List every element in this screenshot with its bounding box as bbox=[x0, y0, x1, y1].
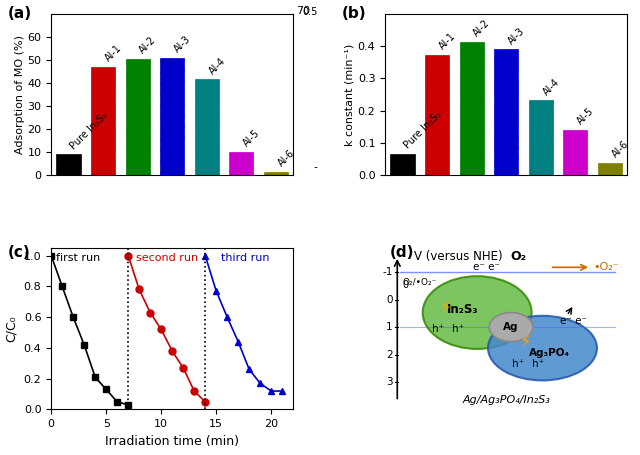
second run bbox=[147, 310, 154, 315]
second run bbox=[179, 365, 187, 371]
Text: 70: 70 bbox=[296, 5, 310, 15]
Text: first run: first run bbox=[56, 253, 100, 263]
first run bbox=[102, 387, 110, 392]
Text: -1: -1 bbox=[382, 267, 392, 277]
Text: 0: 0 bbox=[402, 280, 408, 290]
Text: h⁺: h⁺ bbox=[512, 359, 524, 369]
Text: Al-4: Al-4 bbox=[541, 76, 561, 97]
Bar bbox=[529, 100, 553, 175]
Y-axis label: Adsorption of MO (%): Adsorption of MO (%) bbox=[15, 35, 24, 154]
Text: Al-3: Al-3 bbox=[506, 25, 527, 46]
third run bbox=[245, 367, 253, 372]
Line: third run: third run bbox=[202, 252, 285, 394]
Text: Al-6: Al-6 bbox=[276, 148, 296, 168]
Y-axis label: k constant (min⁻¹): k constant (min⁻¹) bbox=[345, 43, 355, 146]
Bar bbox=[91, 67, 115, 175]
Text: O₂/•O₂⁻: O₂/•O₂⁻ bbox=[402, 277, 436, 286]
Bar bbox=[425, 55, 449, 175]
Text: h⁺: h⁺ bbox=[433, 324, 445, 334]
Bar bbox=[229, 152, 253, 175]
second run bbox=[168, 348, 176, 354]
Text: O₂: O₂ bbox=[510, 249, 526, 263]
Text: ⚡: ⚡ bbox=[440, 299, 451, 317]
Text: Al-3: Al-3 bbox=[172, 34, 193, 54]
Text: Al-2: Al-2 bbox=[138, 35, 158, 55]
Text: third run: third run bbox=[221, 253, 269, 263]
Text: 1: 1 bbox=[386, 322, 392, 332]
Text: Al-1: Al-1 bbox=[103, 43, 124, 63]
second run bbox=[124, 253, 132, 258]
Text: Al-2: Al-2 bbox=[472, 18, 492, 39]
third run bbox=[278, 388, 286, 394]
Text: (b): (b) bbox=[342, 5, 366, 20]
Circle shape bbox=[489, 313, 533, 342]
Text: Al-5: Al-5 bbox=[241, 128, 262, 149]
Text: (d): (d) bbox=[390, 245, 415, 260]
Bar bbox=[460, 42, 484, 175]
Text: e⁻ e⁻: e⁻ e⁻ bbox=[561, 316, 588, 326]
Text: -: - bbox=[314, 162, 317, 172]
Text: Al-6: Al-6 bbox=[610, 139, 630, 160]
first run bbox=[81, 342, 88, 348]
third run bbox=[212, 288, 220, 294]
Text: 0.5: 0.5 bbox=[302, 7, 317, 17]
Text: In₂S₃: In₂S₃ bbox=[447, 303, 478, 316]
Text: V (versus NHE): V (versus NHE) bbox=[414, 249, 503, 263]
third run bbox=[257, 381, 264, 386]
first run bbox=[58, 283, 66, 289]
Bar bbox=[390, 154, 415, 175]
Text: second run: second run bbox=[136, 253, 198, 263]
third run bbox=[268, 388, 275, 394]
Text: Pure In₂S₃: Pure In₂S₃ bbox=[68, 110, 109, 151]
Ellipse shape bbox=[422, 276, 532, 349]
Bar bbox=[125, 59, 150, 175]
Bar bbox=[494, 49, 518, 175]
Text: e⁻ e⁻: e⁻ e⁻ bbox=[474, 263, 500, 272]
first run bbox=[47, 253, 55, 258]
Bar bbox=[264, 172, 288, 175]
Text: h⁺: h⁺ bbox=[452, 324, 464, 334]
second run bbox=[136, 287, 143, 292]
Text: Ag₃PO₄: Ag₃PO₄ bbox=[529, 348, 570, 358]
Bar bbox=[598, 163, 622, 175]
Text: Ag/Ag₃PO₄/In₂S₃: Ag/Ag₃PO₄/In₂S₃ bbox=[462, 394, 550, 404]
Text: Pure In₂S₃: Pure In₂S₃ bbox=[403, 109, 444, 150]
first run bbox=[92, 374, 99, 380]
Text: (a): (a) bbox=[8, 5, 32, 20]
Line: second run: second run bbox=[125, 252, 209, 405]
third run bbox=[223, 314, 231, 320]
Text: (c): (c) bbox=[8, 245, 30, 260]
Text: Ag: Ag bbox=[503, 322, 519, 332]
Bar bbox=[195, 80, 219, 175]
Text: ⚡: ⚡ bbox=[520, 333, 531, 351]
X-axis label: Irradiation time (min): Irradiation time (min) bbox=[105, 435, 239, 448]
Text: 2: 2 bbox=[386, 349, 392, 359]
second run bbox=[202, 399, 209, 404]
Text: Al-4: Al-4 bbox=[207, 56, 227, 76]
second run bbox=[157, 327, 165, 332]
first run bbox=[124, 402, 132, 408]
Text: h⁺: h⁺ bbox=[532, 359, 544, 369]
Bar bbox=[563, 130, 588, 175]
Text: Al-5: Al-5 bbox=[575, 106, 596, 127]
Text: 3: 3 bbox=[386, 377, 392, 387]
Bar bbox=[56, 154, 81, 175]
Y-axis label: C/C₀: C/C₀ bbox=[5, 315, 18, 342]
third run bbox=[202, 253, 209, 258]
Text: 0: 0 bbox=[386, 295, 392, 305]
first run bbox=[113, 399, 121, 404]
Text: •O₂⁻: •O₂⁻ bbox=[593, 263, 619, 272]
third run bbox=[234, 339, 242, 344]
Text: Al-1: Al-1 bbox=[437, 31, 458, 52]
Ellipse shape bbox=[488, 316, 597, 380]
first run bbox=[69, 314, 77, 320]
Line: first run: first run bbox=[48, 252, 132, 408]
second run bbox=[190, 388, 198, 394]
Bar bbox=[160, 57, 184, 175]
